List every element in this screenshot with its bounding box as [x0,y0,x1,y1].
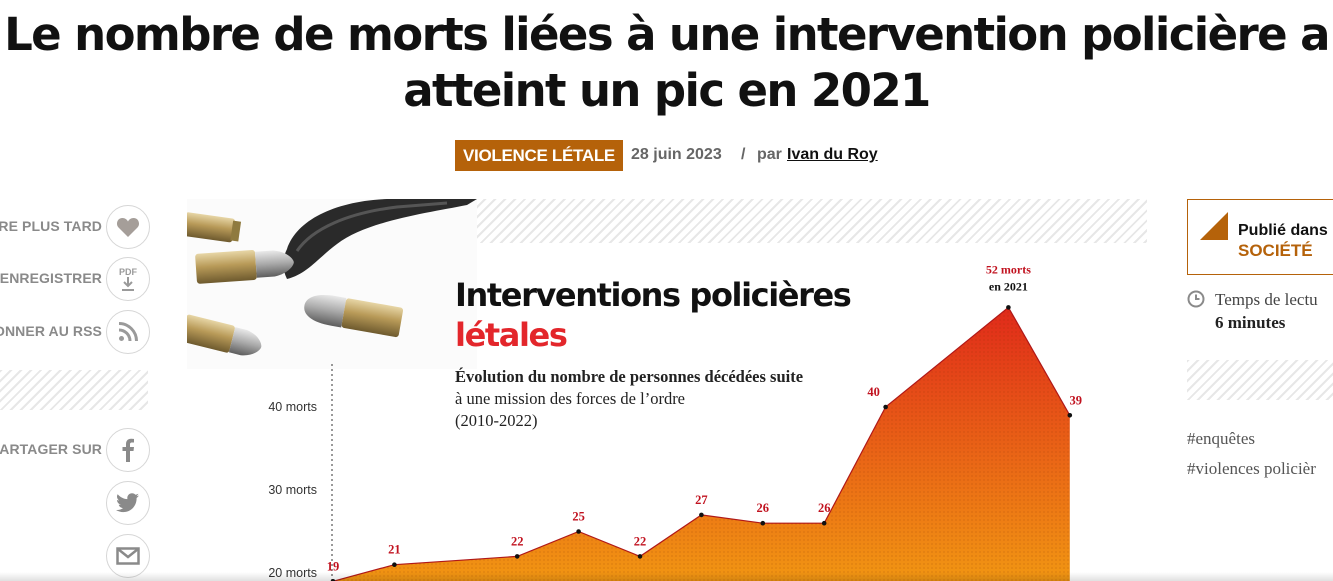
sidebar-divider [0,370,148,410]
read-later-row[interactable]: LIRE PLUS TARD [0,205,160,249]
published-in-label: Publié dans [1238,222,1328,239]
pdf-icon: PDF [119,266,137,291]
published-category-link[interactable]: SOCIÉTÉ [1238,241,1313,260]
chart-plot: 40 morts 30 morts 20 morts 19 21 22 25 22 27 26 26… [268,262,1083,581]
data-point [1006,305,1011,310]
meta-separator: / [741,146,746,163]
email-share-button[interactable] [106,534,150,578]
data-point [514,554,520,559]
reading-time-value: 6 minutes [1215,313,1286,332]
read-later-label[interactable]: LIRE PLUS TARD [0,218,102,234]
data-label: 22 [511,534,524,548]
reading-time-label: Temps de lectu [1215,290,1318,309]
data-point [637,554,643,559]
data-label: 27 [695,493,708,507]
data-label: 39 [1070,393,1083,407]
y-tick-label: 20 morts [268,566,317,580]
tag-link-enquetes[interactable]: #enquêtes [1187,429,1255,448]
area-texture [303,307,1070,581]
chart-subtitle: Évolution du nombre de personnes décédée… [455,366,845,432]
bottom-fade [0,572,1333,581]
rss-row[interactable]: ONNER AU RSS [0,310,160,354]
bullets-illustration [187,199,477,369]
data-label: 26 [818,501,831,515]
article-title: Le nombre de morts liées à une intervent… [0,6,1333,120]
facebook-icon [122,438,134,462]
data-point [392,562,397,567]
rss-icon [118,322,138,342]
y-tick-label: 30 morts [268,483,317,497]
y-tick-label: 40 morts [268,400,317,414]
data-point [576,529,581,534]
heart-icon [116,218,140,237]
twitter-icon [116,493,139,513]
data-label: 40 [867,385,880,399]
save-pdf-button[interactable]: PDF [106,257,150,301]
peak-annotation: en 2021 [989,279,1028,293]
facebook-share-button[interactable] [106,428,150,472]
category-triangle-icon [1200,212,1228,240]
article-meta: VIOLENCE LÉTALE 28 juin 2023 / par Ivan … [0,140,1333,172]
clock-icon [1187,290,1205,308]
data-label: 19 [327,559,340,573]
data-point [760,520,766,526]
data-point [883,404,888,410]
share-row: PARTAGER SUR [0,428,160,472]
mail-icon [116,547,140,565]
rss-button[interactable] [106,310,150,354]
category-badge[interactable]: VIOLENCE LÉTALE [455,140,623,171]
publish-date: 28 juin 2023 [631,146,722,163]
data-label: 21 [388,543,401,557]
share-label: PARTAGER SUR [0,441,102,457]
chart-title-line1: Interventions policières [455,276,852,314]
save-pdf-label[interactable]: ENREGISTRER [0,270,102,286]
chart-subtitle-line3: (2010-2022) [455,411,538,430]
chart-figure: Interventions policières létales Évoluti… [187,199,1147,581]
data-label: 26 [757,501,770,515]
data-point [821,520,827,526]
data-label: 22 [634,534,647,548]
author-link[interactable]: Ivan du Roy [787,146,878,163]
data-point [699,512,704,518]
published-in-box[interactable]: Publié dans SOCIÉTÉ [1187,199,1333,275]
twitter-share-button[interactable] [106,481,150,525]
pdf-icon-text: PDF [119,266,137,277]
article-title-line2: atteint un pic en 2021 [403,64,931,117]
right-sidebar-divider [1187,360,1333,400]
tag-link-violences-policieres[interactable]: #violences policièr [1187,459,1316,478]
data-point [1067,413,1073,418]
rss-label[interactable]: ONNER AU RSS [0,323,102,339]
author-prefix: par [757,146,782,163]
chart-title-line2: létales [455,316,568,354]
article-title-line1: Le nombre de morts liées à une intervent… [4,8,1330,61]
chart-subtitle-line1: Évolution du nombre de personnes décédée… [455,367,804,386]
save-pdf-row[interactable]: ENREGISTRER PDF [0,257,160,301]
data-label: 52 morts [986,262,1031,276]
chart-subtitle-line2: à une mission des forces de l’ordre [455,389,686,408]
data-label: 25 [572,510,585,524]
read-later-button[interactable] [106,205,150,249]
